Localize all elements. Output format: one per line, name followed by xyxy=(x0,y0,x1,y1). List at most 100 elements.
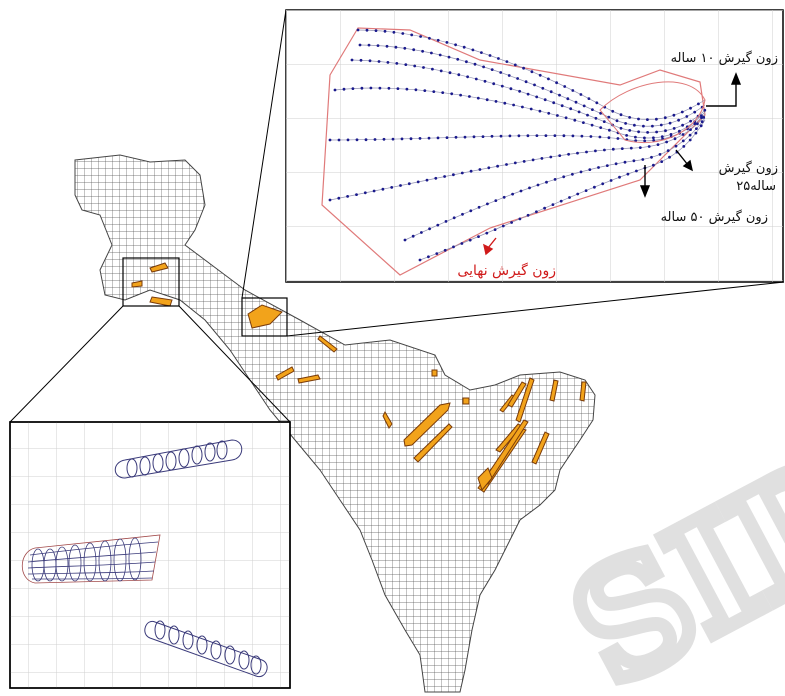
pathline-marker xyxy=(517,134,521,138)
pathline-marker xyxy=(404,63,408,66)
pathline-marker xyxy=(678,129,681,133)
pathline-marker xyxy=(611,109,615,113)
pathline-marker xyxy=(418,258,422,262)
capture-zones xyxy=(131,262,587,493)
pathline-marker xyxy=(423,89,427,92)
pathline-marker xyxy=(476,96,480,100)
pathline-marker xyxy=(696,122,699,126)
pathline-marker xyxy=(587,97,591,100)
zone-10-boundary xyxy=(599,81,706,144)
pathline-marker xyxy=(574,100,578,104)
capture-zone xyxy=(382,410,393,429)
pathline-marker xyxy=(665,140,668,144)
pathline-marker xyxy=(660,160,664,164)
pathline-marker xyxy=(699,124,703,128)
pathline-marker xyxy=(658,153,662,156)
pathline-marker xyxy=(346,138,350,142)
pathline-marker xyxy=(609,179,613,182)
pathline-marker xyxy=(697,102,700,106)
pathline-marker xyxy=(457,73,461,77)
pathline-marker xyxy=(432,90,436,93)
pathline-marker xyxy=(571,134,575,138)
capture-zone xyxy=(247,304,283,329)
pathline-marker xyxy=(652,163,655,167)
pathline-marker xyxy=(358,43,362,47)
pathline-marker xyxy=(625,134,628,137)
pathline-marker xyxy=(482,65,485,69)
pathline-marker xyxy=(651,124,654,128)
pathline-marker xyxy=(674,144,678,148)
inset-selection-box-right xyxy=(241,297,288,337)
pathline-marker xyxy=(538,109,542,113)
pathline-marker xyxy=(595,101,599,105)
pathline-marker xyxy=(589,135,593,138)
pathline-marker xyxy=(350,58,354,62)
pathline-marker xyxy=(454,135,458,139)
pathline-marker xyxy=(513,161,517,165)
pathline-marker xyxy=(363,191,367,195)
capture-zone xyxy=(131,280,143,288)
pathline-marker xyxy=(628,116,631,119)
pathline-marker xyxy=(608,128,611,132)
pathline-marker xyxy=(460,171,464,175)
capture-zone xyxy=(403,402,451,447)
pathline-marker xyxy=(582,104,586,108)
pathline-marker xyxy=(623,160,627,164)
pathline-marker xyxy=(635,169,638,173)
pathline-marker xyxy=(555,81,558,85)
pathline-marker xyxy=(584,189,588,193)
pathline-marker xyxy=(669,133,673,136)
pathline-marker xyxy=(443,175,446,178)
pathline-marker xyxy=(376,44,380,47)
pathline-marker xyxy=(568,196,571,199)
pathline-marker xyxy=(496,164,499,168)
pathline-marker xyxy=(605,164,609,168)
pathline-marker xyxy=(337,138,341,142)
pathline-marker xyxy=(355,193,358,197)
pathline-marker xyxy=(647,145,651,148)
capture-zone xyxy=(507,381,527,408)
final-zone-boundary xyxy=(321,27,706,276)
pathline-marker xyxy=(447,55,451,59)
pathline-marker xyxy=(443,248,447,252)
pathline-marker xyxy=(695,127,698,130)
pathline-marker xyxy=(509,87,513,91)
pathline-marker xyxy=(493,228,497,232)
capture-zone xyxy=(317,335,338,353)
pathline-marker xyxy=(682,145,686,148)
pathline-marker xyxy=(588,168,592,172)
pathline-marker xyxy=(403,238,407,242)
pathline-marker xyxy=(444,220,448,223)
pathline-marker xyxy=(368,59,372,63)
pathline-marker xyxy=(507,74,511,77)
pathline-marker xyxy=(466,75,469,79)
pathline-marker xyxy=(637,117,640,121)
pathline-marker xyxy=(420,231,423,234)
pathline-marker xyxy=(535,134,539,138)
capture-zone xyxy=(549,379,559,402)
label-zone-25-line1: زون گیرش xyxy=(719,160,778,176)
pathline-marker xyxy=(543,98,547,102)
pathline-marker xyxy=(544,134,548,138)
pathline-marker xyxy=(594,116,598,120)
pathline-marker xyxy=(377,60,381,63)
pathline-marker xyxy=(573,118,577,122)
inset-selection-box-left xyxy=(122,257,180,307)
capture-zone-wedge xyxy=(21,534,161,584)
pathline-marker xyxy=(328,138,332,142)
pathline-marker xyxy=(655,117,658,121)
pathline-marker xyxy=(689,128,692,132)
pathline-marker xyxy=(626,172,630,176)
pathline-marker xyxy=(529,107,533,111)
pathline-marker xyxy=(369,86,373,90)
pathline-marker xyxy=(445,136,449,140)
label-zone-25-line2: ۲۵ساله xyxy=(736,179,776,194)
top-right-inset: زون گیرش ۱۰ ساله زون گیرش ۲۵ساله زون گیر… xyxy=(285,9,784,283)
pathline-marker xyxy=(590,123,594,127)
pathline-marker xyxy=(599,111,602,115)
pathline-marker xyxy=(586,113,589,117)
pathline-marker xyxy=(511,192,514,196)
capture-zone xyxy=(149,262,169,273)
pathline-marker xyxy=(694,131,698,135)
